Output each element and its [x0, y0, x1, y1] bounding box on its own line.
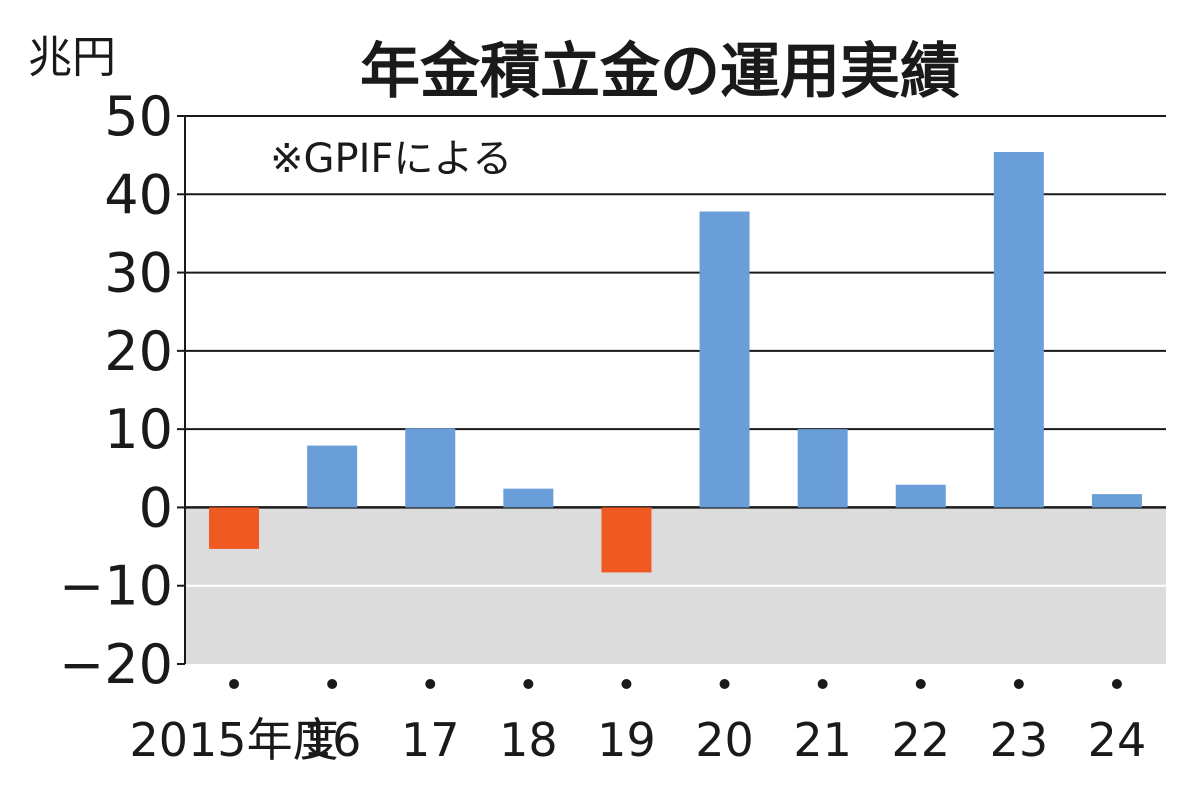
chart-title: 年金積立金の運用実績 — [360, 37, 960, 107]
x-tick-dot — [327, 679, 338, 689]
bar — [699, 211, 750, 508]
x-tick-label: 18 — [499, 713, 558, 767]
x-tick-dot — [1013, 679, 1024, 689]
unit-label: 兆円 — [28, 32, 116, 83]
x-tick-label: 16 — [303, 713, 362, 767]
x-tick-dot — [229, 679, 240, 689]
bar — [601, 507, 652, 573]
bar — [503, 488, 554, 508]
y-tick-label: 40 — [104, 163, 173, 226]
y-tick-label: 30 — [104, 242, 173, 305]
y-tick-label: −10 — [59, 555, 173, 618]
bar — [405, 428, 456, 508]
x-tick-label: 21 — [793, 713, 852, 767]
bar — [895, 484, 946, 508]
x-tick-dot — [621, 679, 632, 689]
label-layer: 兆円 年金積立金の運用実績 ※GPIFによる — [28, 32, 960, 182]
y-tick-label: 10 — [104, 398, 173, 461]
x-tick-dot — [915, 679, 926, 689]
bar — [209, 507, 260, 549]
bar — [797, 429, 848, 508]
x-tick-label: 2015年度 — [130, 713, 339, 767]
x-tick-dot — [719, 679, 730, 689]
x-tick-label: 24 — [1088, 713, 1147, 767]
bar — [1091, 494, 1142, 508]
bar — [307, 445, 358, 508]
y-tick-label: 50 — [104, 85, 173, 148]
x-tick-dot — [1111, 679, 1122, 689]
source-note: ※GPIFによる — [270, 136, 512, 182]
x-tick-dot — [523, 679, 534, 689]
x-tick-label: 22 — [891, 713, 950, 767]
x-tick-dot — [817, 679, 828, 689]
y-tick-label: −20 — [59, 633, 173, 696]
x-tick-label: 19 — [597, 713, 656, 767]
x-tick-label: 17 — [401, 713, 460, 767]
y-tick-label: 0 — [139, 476, 173, 539]
x-tick-dot — [425, 679, 436, 689]
y-tick-label: 20 — [104, 320, 173, 383]
x-tick-label: 20 — [695, 713, 754, 767]
x-tick-label: 23 — [990, 713, 1049, 767]
bar — [993, 152, 1044, 508]
bar-layer — [209, 152, 1142, 573]
